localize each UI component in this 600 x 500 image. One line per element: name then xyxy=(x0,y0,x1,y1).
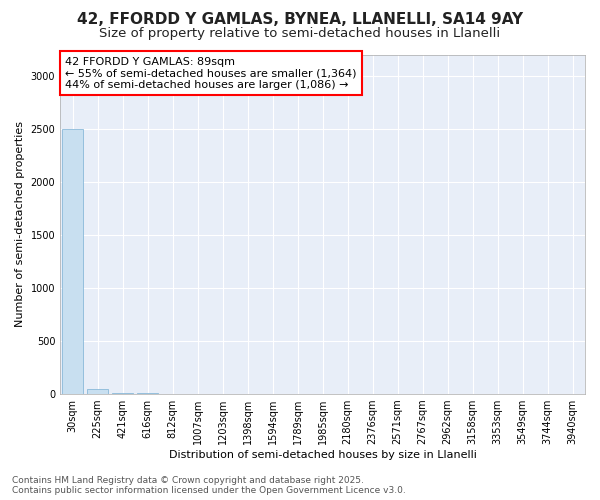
Bar xyxy=(62,129,83,394)
X-axis label: Distribution of semi-detached houses by size in Llanelli: Distribution of semi-detached houses by … xyxy=(169,450,476,460)
Text: Size of property relative to semi-detached houses in Llanelli: Size of property relative to semi-detach… xyxy=(100,28,500,40)
Text: 42 FFORDD Y GAMLAS: 89sqm
← 55% of semi-detached houses are smaller (1,364)
44% : 42 FFORDD Y GAMLAS: 89sqm ← 55% of semi-… xyxy=(65,56,357,90)
Text: 42, FFORDD Y GAMLAS, BYNEA, LLANELLI, SA14 9AY: 42, FFORDD Y GAMLAS, BYNEA, LLANELLI, SA… xyxy=(77,12,523,28)
Y-axis label: Number of semi-detached properties: Number of semi-detached properties xyxy=(15,122,25,328)
Bar xyxy=(112,393,133,394)
Text: Contains HM Land Registry data © Crown copyright and database right 2025.
Contai: Contains HM Land Registry data © Crown c… xyxy=(12,476,406,495)
Bar xyxy=(87,388,108,394)
